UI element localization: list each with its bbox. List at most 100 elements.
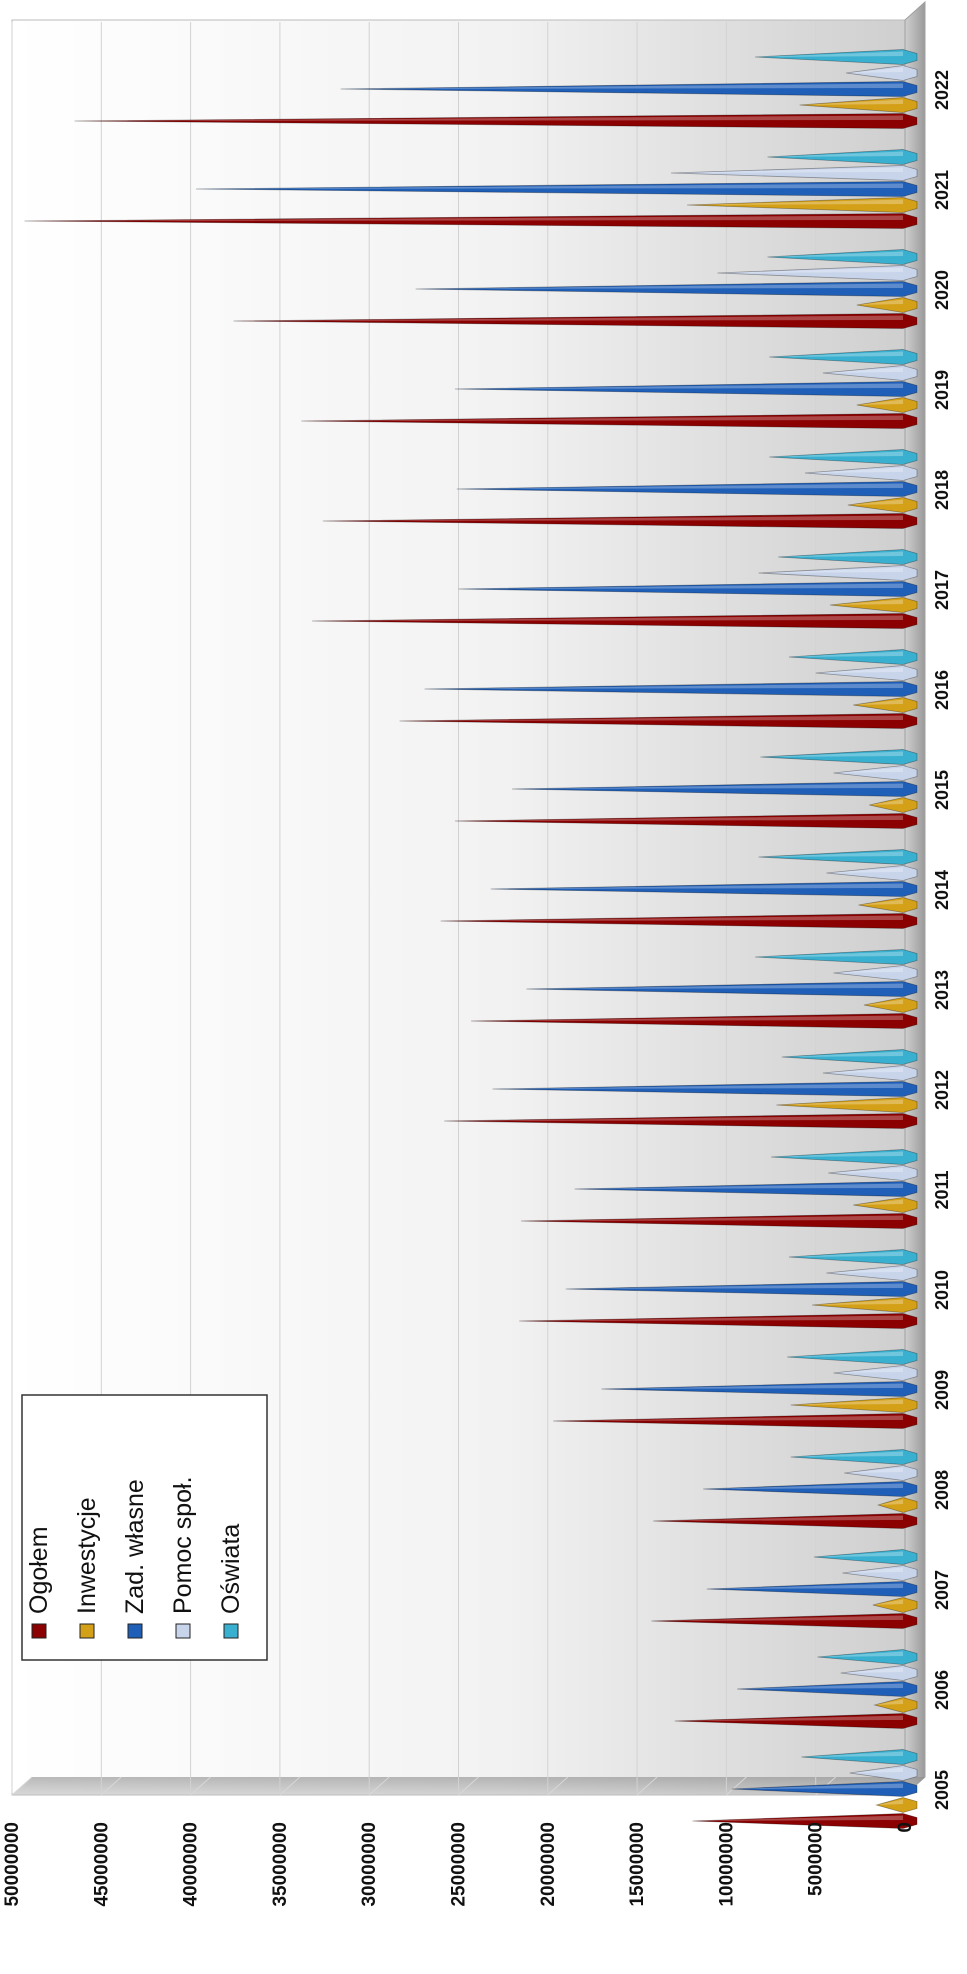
cone-highlight-pomoc-spol-2015: [833, 767, 903, 773]
y-tick-label: 10000000: [716, 1822, 737, 1907]
cone-highlight-oswiata-2009: [787, 1351, 903, 1357]
cone-oswiata-2006: [817, 1649, 918, 1665]
cone-highlight-oswiata-2014: [758, 851, 903, 857]
cone-highlight-oswiata-2013: [754, 951, 903, 957]
cone-highlight-oswiata-2012: [781, 1051, 903, 1057]
cone-inwestycje-2021: [687, 197, 918, 213]
cone-oswiata-2010: [788, 1249, 918, 1265]
cone-highlight-ogolem-2018: [322, 515, 903, 521]
cone-zad-wlasne-2019: [454, 381, 918, 397]
cone-zad-wlasne-2014: [490, 881, 918, 897]
cone-oswiata-2007: [813, 1549, 918, 1565]
cone-pomoc-spol-2008: [844, 1465, 918, 1481]
cone-ogolem-2021: [24, 213, 918, 229]
cone-oswiata-2015: [760, 749, 918, 765]
cone-ogolem-2006: [674, 1713, 918, 1729]
cone-highlight-oswiata-2006: [817, 1651, 903, 1657]
cone-zad-wlasne-2022: [340, 81, 918, 97]
cone-oswiata-2016: [788, 649, 918, 665]
cone-highlight-ogolem-2021: [24, 215, 903, 221]
cone-highlight-inwestycje-2016: [853, 699, 903, 705]
cone-highlight-ogolem-2008: [653, 1515, 903, 1521]
cone-highlight-inwestycje-2010: [812, 1299, 903, 1305]
cone-inwestycje-2015: [869, 797, 918, 813]
cone-ogolem-2012: [444, 1113, 918, 1129]
x-tick-label: 2007: [932, 1570, 952, 1610]
cone-highlight-zad-wlasne-2011: [574, 1183, 903, 1189]
cone-highlight-ogolem-2005: [692, 1815, 903, 1821]
gridline-floor: [190, 1776, 211, 1796]
cone-highlight-inwestycje-2013: [863, 999, 903, 1005]
cone-oswiata-2022: [754, 49, 918, 65]
cone-oswiata-2013: [754, 949, 918, 965]
cone-pomoc-spol-2005: [849, 1765, 918, 1781]
cone-ogolem-2018: [322, 513, 918, 529]
cone-zad-wlasne-2009: [601, 1381, 918, 1397]
cone-highlight-zad-wlasne-2013: [526, 983, 903, 989]
cone-highlight-oswiata-2007: [813, 1551, 903, 1557]
cone-highlight-inwestycje-2022: [799, 99, 903, 105]
cone-zad-wlasne-2021: [195, 181, 918, 197]
cone-highlight-pomoc-spol-2012: [822, 1067, 903, 1073]
x-tick-label: 2005: [932, 1770, 952, 1810]
cone-highlight-zad-wlasne-2005: [731, 1783, 903, 1789]
cone-zad-wlasne-2005: [731, 1781, 918, 1797]
cone-pomoc-spol-2013: [833, 965, 918, 981]
gridline-floor: [100, 1776, 122, 1796]
cone-highlight-pomoc-spol-2011: [828, 1167, 903, 1173]
gridline-floor: [726, 1776, 747, 1796]
cone-highlight-oswiata-2021: [767, 151, 903, 157]
cone-highlight-pomoc-spol-2005: [849, 1767, 903, 1773]
gridline-floor: [11, 1776, 33, 1796]
cone-highlight-inwestycje-2005: [876, 1799, 903, 1805]
cone-highlight-inwestycje-2006: [874, 1699, 903, 1705]
cone-highlight-ogolem-2017: [312, 615, 904, 621]
cone-zad-wlasne-2010: [565, 1281, 918, 1297]
gridline-floor: [279, 1776, 301, 1796]
cone-zad-wlasne-2020: [415, 281, 918, 297]
x-tick-label: 2011: [932, 1170, 952, 1209]
cone-oswiata-2021: [767, 149, 918, 165]
cone-highlight-zad-wlasne-2015: [512, 783, 903, 789]
cone-pomoc-spol-2021: [671, 165, 918, 181]
legend-label-oswiata: Oświata: [217, 1524, 245, 1614]
legend-swatch-pomoc-spol: [175, 1623, 191, 1639]
cone-ogolem-2008: [653, 1513, 918, 1529]
cone-pomoc-spol-2017: [758, 565, 918, 581]
cone-highlight-ogolem-2009: [553, 1415, 903, 1421]
cone-highlight-inwestycje-2007: [872, 1599, 903, 1605]
cone-zad-wlasne-2017: [458, 581, 918, 597]
cone-highlight-inwestycje-2021: [687, 199, 903, 205]
x-tick-label: 2014: [932, 870, 952, 910]
x-tick-label: 2006: [932, 1670, 952, 1710]
cone-zad-wlasne-2008: [703, 1481, 918, 1497]
cone-highlight-inwestycje-2008: [878, 1499, 903, 1505]
cone-highlight-ogolem-2015: [454, 815, 903, 821]
x-tick-label: 2022: [932, 70, 952, 110]
cone-oswiata-2019: [769, 349, 918, 365]
cone-highlight-inwestycje-2014: [858, 899, 903, 905]
gridline-floor: [368, 1776, 390, 1796]
cone-highlight-inwestycje-2009: [790, 1399, 903, 1405]
x-tick-label: 2010: [932, 1270, 952, 1310]
cone-highlight-ogolem-2020: [233, 315, 904, 321]
cone-highlight-inwestycje-2019: [856, 399, 903, 405]
legend-label-ogolem: Ogołem: [25, 1526, 53, 1614]
cone-highlight-inwestycje-2012: [776, 1099, 903, 1105]
x-tick-label: 2013: [932, 970, 952, 1010]
legend-swatch-oswiata: [223, 1623, 239, 1639]
cone-highlight-ogolem-2010: [519, 1315, 903, 1321]
y-tick-label: 15000000: [627, 1822, 648, 1907]
cone-pomoc-spol-2019: [822, 365, 918, 381]
cone-highlight-zad-wlasne-2007: [706, 1583, 903, 1589]
cone-highlight-zad-wlasne-2017: [458, 583, 903, 589]
cone-ogolem-2017: [312, 613, 918, 629]
cone-highlight-oswiata-2020: [767, 251, 903, 257]
cone-pomoc-spol-2016: [815, 665, 918, 681]
cone-highlight-oswiata-2022: [754, 51, 903, 57]
cone-inwestycje-2006: [873, 1697, 918, 1713]
cone-highlight-pomoc-spol-2010: [826, 1267, 903, 1273]
x-tick-label: 2008: [932, 1470, 952, 1510]
cone-highlight-zad-wlasne-2021: [195, 183, 903, 189]
